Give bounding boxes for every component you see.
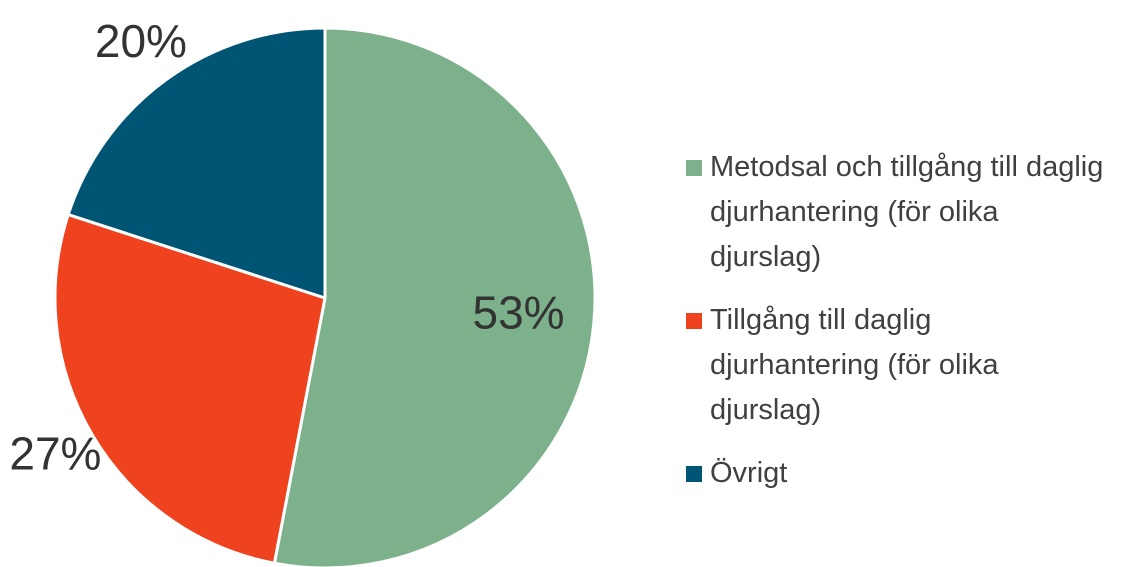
legend-label: Metodsal och tillgång till daglig djurha…	[710, 151, 1104, 273]
legend: Metodsal och tillgång till daglig djurha…	[686, 145, 1106, 514]
pie-slice	[66, 26, 327, 301]
legend-item: Metodsal och tillgång till daglig djurha…	[686, 145, 1106, 280]
legend-label: Tillgång till daglig djurhantering (för …	[710, 304, 999, 426]
legend-item: Tillgång till daglig djurhantering (för …	[686, 298, 1106, 433]
legend-swatch	[686, 466, 702, 482]
pie-slice	[53, 212, 327, 565]
pie-slice	[272, 26, 597, 567]
data-label: 53%	[472, 286, 564, 338]
legend-swatch	[686, 160, 702, 176]
legend-label: Övrigt	[710, 457, 788, 489]
data-label: 20%	[95, 15, 187, 67]
legend-swatch	[686, 313, 702, 329]
legend-item: Övrigt	[686, 451, 1106, 496]
data-label: 27%	[9, 428, 101, 480]
